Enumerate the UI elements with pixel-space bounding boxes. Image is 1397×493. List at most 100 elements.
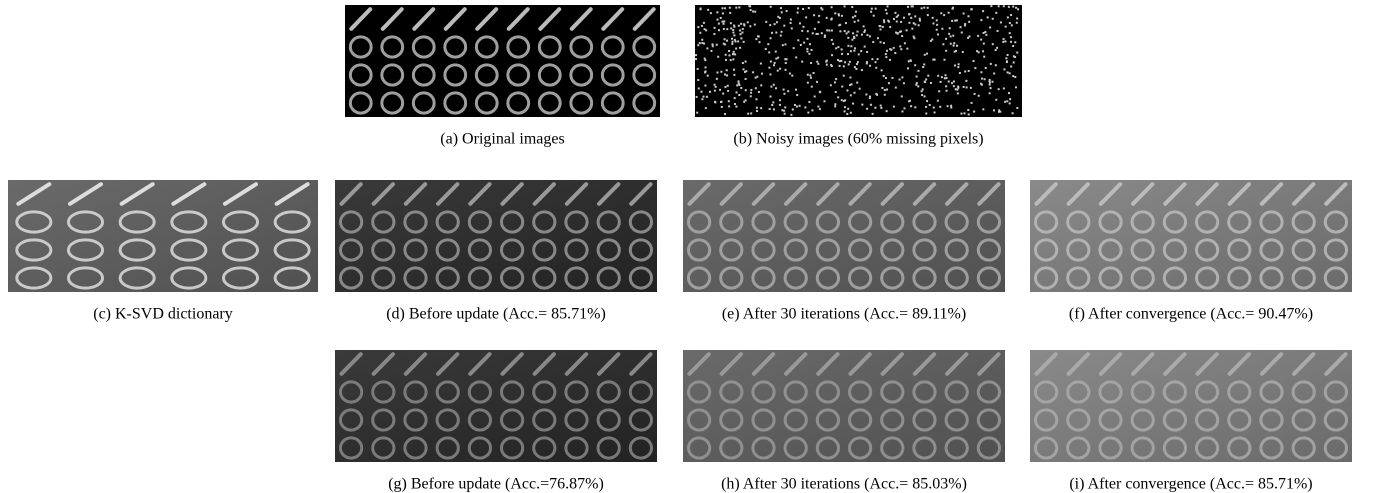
noise-pixel [834, 12, 836, 14]
noise-pixel [725, 59, 727, 61]
caption: (a) Original images [440, 131, 564, 148]
noise-pixel [735, 48, 737, 50]
noise-pixel [744, 71, 746, 73]
noise-pixel [877, 58, 879, 60]
noise-pixel [718, 29, 720, 31]
noise-pixel [968, 70, 970, 72]
noise-pixel [738, 82, 740, 84]
noise-pixel [728, 100, 730, 102]
noise-pixel [886, 50, 888, 52]
noise-pixel [927, 7, 929, 9]
noise-pixel [1000, 21, 1002, 23]
noise-pixel [696, 112, 698, 114]
noise-pixel [874, 107, 876, 109]
noise-pixel [1005, 26, 1007, 28]
noise-pixel [863, 25, 865, 27]
noise-pixel [865, 93, 867, 95]
noise-pixel [870, 104, 872, 106]
noise-pixel [755, 87, 757, 89]
noise-pixel [743, 41, 745, 43]
noise-pixel [879, 25, 881, 27]
noise-pixel [749, 25, 751, 27]
noise-pixel [884, 89, 886, 91]
noise-pixel [934, 59, 936, 61]
noise-pixel [831, 6, 833, 8]
noise-pixel [1013, 61, 1015, 63]
noise-pixel [885, 53, 887, 55]
noise-pixel [834, 105, 836, 107]
noise-pixel [730, 59, 732, 61]
noise-pixel [723, 20, 725, 22]
noise-pixel [816, 81, 818, 83]
noise-pixel [794, 104, 796, 106]
noise-pixel [869, 35, 871, 37]
noise-pixel [943, 59, 945, 61]
noise-pixel [957, 66, 959, 68]
noise-pixel [992, 43, 994, 45]
noise-pixel [980, 39, 982, 41]
noise-pixel [848, 63, 850, 65]
noise-pixel [990, 63, 992, 65]
noise-pixel [724, 38, 726, 40]
noise-pixel [970, 87, 972, 89]
noise-pixel [704, 85, 706, 87]
noise-pixel [854, 47, 856, 49]
noise-pixel [724, 74, 726, 76]
noise-pixel [861, 104, 863, 106]
noise-pixel [710, 50, 712, 52]
noise-pixel [1008, 92, 1010, 94]
noise-pixel [921, 94, 923, 96]
noise-pixel [852, 103, 854, 105]
noise-pixel [883, 42, 885, 44]
noise-pixel [1003, 5, 1005, 7]
noise-pixel [750, 9, 752, 11]
noise-pixel [843, 75, 845, 77]
noise-pixel [925, 113, 927, 115]
noise-pixel [704, 58, 706, 60]
noise-pixel [770, 6, 772, 8]
noise-pixel [945, 50, 947, 52]
noise-pixel [852, 32, 854, 34]
noise-pixel [785, 69, 787, 71]
noise-pixel [740, 37, 742, 39]
noise-pixel [875, 67, 877, 69]
noise-pixel [886, 89, 888, 91]
noise-pixel [937, 75, 939, 77]
noise-pixel [951, 82, 953, 84]
noise-pixel [899, 79, 901, 81]
noise-pixel [973, 60, 975, 62]
noise-pixel [1010, 41, 1012, 43]
noise-pixel [807, 112, 809, 114]
noise-pixel [914, 64, 916, 66]
noise-pixel [722, 93, 724, 95]
noise-pixel [729, 7, 731, 9]
noise-pixel [954, 20, 956, 22]
noise-pixel [895, 87, 897, 89]
noise-pixel [714, 101, 716, 103]
noise-pixel [937, 33, 939, 35]
noise-pixel [699, 32, 701, 34]
noise-pixel [885, 9, 887, 11]
noise-pixel [723, 28, 725, 30]
noise-pixel [889, 59, 891, 61]
noise-pixel [738, 6, 740, 8]
noise-pixel [701, 98, 703, 100]
noise-pixel [893, 18, 895, 20]
noise-pixel [761, 73, 763, 75]
noise-pixel [731, 43, 733, 45]
noise-pixel [774, 23, 776, 25]
noise-pixel [940, 81, 942, 83]
noise-pixel [773, 64, 775, 66]
noise-pixel [768, 67, 770, 69]
noise-pixel [989, 27, 991, 29]
noise-pixel [936, 24, 938, 26]
noise-pixel [695, 58, 697, 60]
noise-pixel [841, 86, 843, 88]
noise-pixel [810, 62, 812, 64]
noise-pixel [738, 94, 740, 96]
noise-pixel [908, 22, 910, 24]
noise-pixel [1006, 100, 1008, 102]
noise-pixel [755, 38, 757, 40]
noise-pixel [724, 7, 726, 9]
noise-pixel [875, 8, 877, 10]
